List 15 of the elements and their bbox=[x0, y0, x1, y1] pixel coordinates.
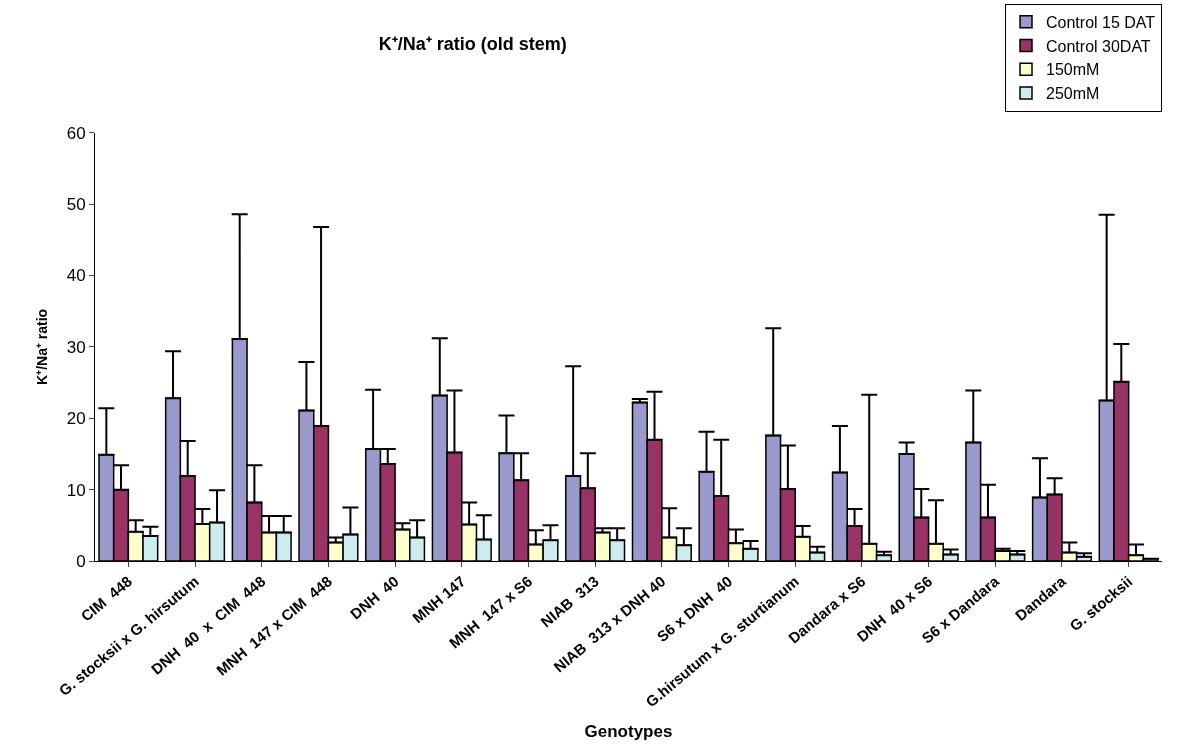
legend-label: 150mM bbox=[1046, 61, 1100, 79]
legend-label: 250mM bbox=[1046, 85, 1100, 103]
chart-title: K⁺/Na⁺ ratio (old stem) bbox=[378, 34, 567, 55]
y-tick-label: 50 bbox=[66, 195, 86, 215]
y-tick-label: 60 bbox=[66, 123, 86, 143]
x-axis-title: Genotypes bbox=[584, 721, 673, 741]
y-tick-label: 40 bbox=[66, 266, 86, 286]
legend-label: Control 30DAT bbox=[1046, 37, 1151, 55]
y-tick-label: 30 bbox=[66, 337, 86, 357]
legend-label: Control 15 DAT bbox=[1046, 13, 1156, 31]
y-tick-label: 10 bbox=[66, 480, 86, 500]
y-tick-label: 0 bbox=[76, 551, 86, 571]
y-tick-label: 20 bbox=[66, 409, 86, 429]
x-tick-label: CIM 448 bbox=[77, 572, 136, 625]
y-axis-title: K⁺/Na⁺ ratio bbox=[34, 308, 51, 385]
